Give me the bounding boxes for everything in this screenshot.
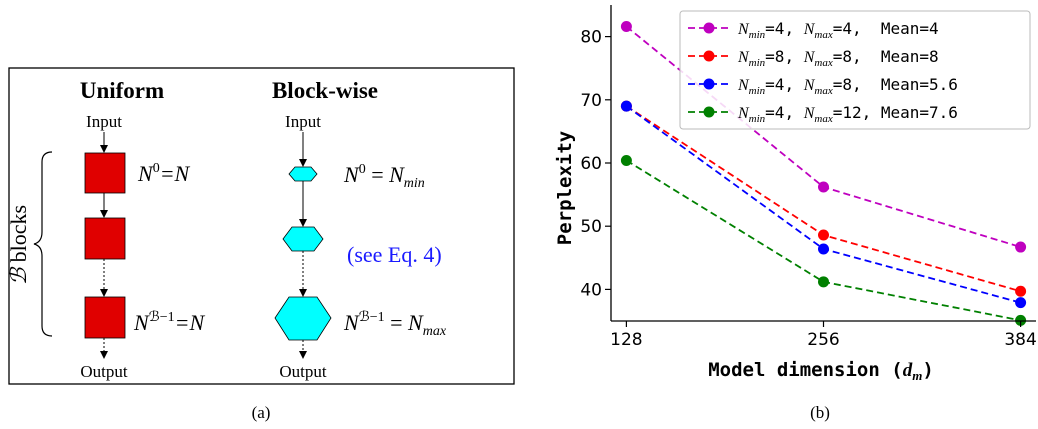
chart-series-layer [620,20,1027,326]
y-tick-label: 60 [580,154,602,174]
legend-box [679,10,1031,130]
legend-marker [703,106,715,118]
chart-legend: Nmin=4, Nmax=4, Mean=4 Nmin=8, Nmax=8, Me… [679,10,1031,130]
series-point [620,100,632,112]
series-point [620,154,632,166]
series-4 [620,154,1027,326]
series-point [818,276,829,288]
uniform-block-first [84,152,126,194]
legend-label: Nmin=4, Nmax=8, Mean=5.6 [737,75,958,97]
blockwise-block-last [274,296,332,341]
legend-marker [703,78,715,90]
blockwise-title: Block-wise [272,78,378,103]
series-2 [620,100,1027,297]
chart-axes-layer: 40 50 60 70 80 128 256 384 [580,5,1037,350]
series-3 [620,100,1027,309]
y-tick-label: 40 [580,280,602,300]
uniform-first-label: N0=N [137,161,191,186]
blockwise-block-middle [282,226,324,252]
blockwise-output-label: Output [279,362,327,381]
y-tick-label: 80 [580,28,602,48]
series-point [1015,297,1027,309]
series-point [818,229,829,241]
legend-marker [703,22,715,34]
uniform-input-label: Input [86,112,122,131]
series-1 [620,20,1027,253]
series-line [625,105,1021,304]
uniform-block-middle [84,217,126,260]
x-axis-label: Model dimension (dm) [708,359,934,383]
series-point [818,181,829,193]
blockwise-first-label: N0 = Nmin [343,162,425,191]
legend-label: Nmin=8, Nmax=8, Mean=8 [737,47,939,69]
blockwise-last-label: Nℬ−1 = Nmax [343,310,447,339]
uniform-last-label: Nℬ−1=N [133,310,205,335]
uniform-title: Uniform [80,78,164,103]
panel-b-caption: (b) [810,403,830,422]
panel-a: Uniform Input Output N0=N Nℬ−1=N ℬ block… [6,67,515,422]
blockwise-input-label: Input [285,112,321,131]
panel-a-caption: (a) [252,403,271,422]
x-tick-label: 128 [610,330,642,350]
blockwise-middle-label: (see Eq. 4) [347,242,442,267]
legend-entry: Nmin=4, Nmax=12, Mean=7.6 [688,103,958,125]
legend-entry: Nmin=4, Nmax=8, Mean=5.6 [688,75,958,97]
legend-entry: Nmin=4, Nmax=4, Mean=4 [688,19,939,41]
blocks-label: ℬ blocks [6,205,31,285]
legend-marker [703,50,715,62]
legend-label: Nmin=4, Nmax=4, Mean=4 [737,19,939,41]
series-point [1015,241,1027,253]
y-tick-label: 50 [580,217,602,237]
x-tick-label: 256 [807,330,839,350]
legend-label: Nmin=4, Nmax=12, Mean=7.6 [737,103,958,125]
y-tick-label: 70 [580,91,602,111]
x-tick-label: 384 [1004,330,1036,350]
series-point [620,20,632,32]
uniform-block-last [84,296,126,339]
y-axis-label: Perplexity [554,131,576,245]
series-point [818,243,829,255]
blocks-brace [33,151,53,337]
series-point [1015,285,1027,297]
series-line [625,105,1021,293]
blockwise-block-first [288,166,318,182]
legend-entry: Nmin=8, Nmax=8, Mean=8 [688,47,939,69]
uniform-output-label: Output [80,362,128,381]
panel-b: 40 50 60 70 80 128 256 384 Perplexity Model dim… [554,5,1037,422]
